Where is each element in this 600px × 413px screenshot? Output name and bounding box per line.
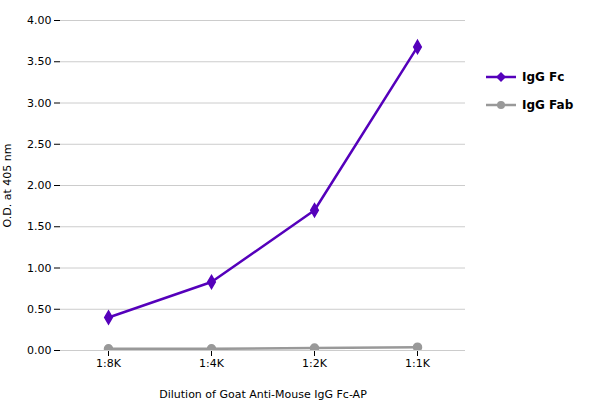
svg-text:3.00: 3.00 bbox=[27, 97, 52, 110]
svg-text:1:4K: 1:4K bbox=[199, 357, 225, 370]
svg-text:1.00: 1.00 bbox=[27, 262, 52, 275]
html-text:IgG Fc: IgG Fc bbox=[522, 70, 565, 84]
html-text:IgG Fab: IgG Fab bbox=[522, 98, 574, 112]
svg-text:2.00: 2.00 bbox=[27, 179, 52, 192]
svg-text:1.50: 1.50 bbox=[27, 220, 52, 233]
svg-text:2.50: 2.50 bbox=[27, 138, 52, 151]
svg-text:0.50: 0.50 bbox=[27, 303, 52, 316]
svg-text:Dilution of Goat Anti-Mouse Ig: Dilution of Goat Anti-Mouse IgG Fc-AP bbox=[159, 388, 367, 401]
svg-text:4.00: 4.00 bbox=[27, 14, 52, 27]
svg-text:1:2K: 1:2K bbox=[302, 357, 328, 370]
svg-text:3.50: 3.50 bbox=[27, 55, 52, 68]
svg-text:1:8K: 1:8K bbox=[96, 357, 122, 370]
svg-text:O.D. at 405 nm: O.D. at 405 nm bbox=[1, 144, 14, 228]
svg-text:1:1K: 1:1K bbox=[405, 357, 431, 370]
svg-text:0.00: 0.00 bbox=[27, 344, 52, 357]
